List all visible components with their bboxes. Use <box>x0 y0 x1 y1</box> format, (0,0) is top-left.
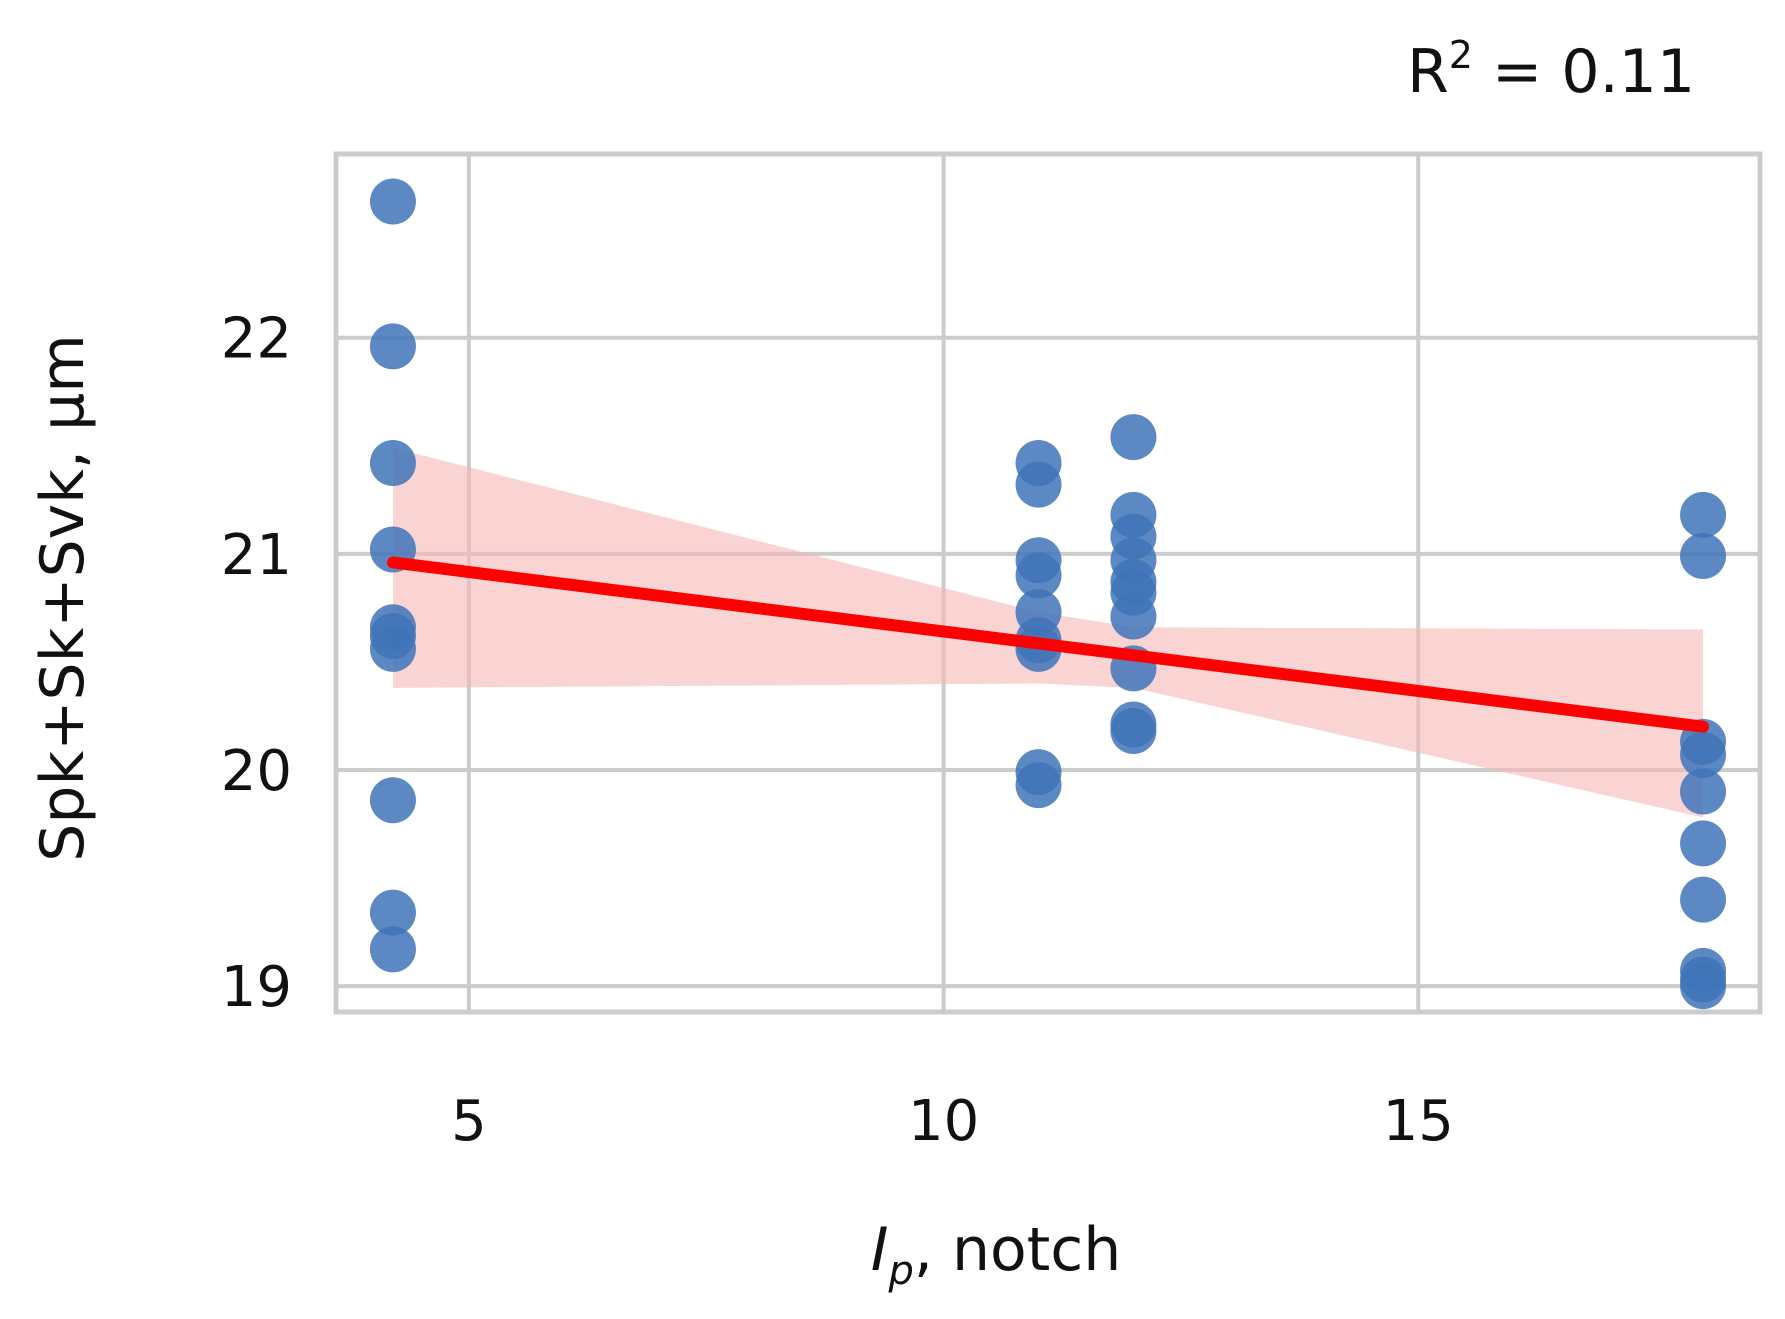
data-point <box>1680 491 1727 538</box>
y-tick-label: 22 <box>221 307 292 372</box>
data-point <box>1110 593 1157 640</box>
data-point <box>1680 768 1727 815</box>
data-point <box>1680 820 1727 867</box>
data-point <box>1680 876 1727 923</box>
regression-line <box>386 556 1710 733</box>
x-axis-label-symbol: I <box>871 1215 889 1285</box>
r-squared-annotation: R2 = 0.11 <box>1407 33 1695 107</box>
plot-frame <box>333 151 1763 1015</box>
data-point <box>369 178 416 225</box>
y-axis-label: Spk+Sk+Svk, μm <box>28 334 98 861</box>
tick-label-layer: 5 10 15 19 20 21 22 <box>221 307 1454 1154</box>
data-point <box>1680 532 1727 579</box>
x-axis-label-subscript: p <box>887 1248 913 1294</box>
x-tick-label: 5 <box>451 1089 487 1154</box>
data-point <box>369 889 416 936</box>
fit-line-layer <box>386 556 1710 733</box>
x-tick-label: 15 <box>1383 1089 1454 1154</box>
data-point <box>369 625 416 672</box>
data-point <box>369 926 416 973</box>
x-axis-label: Ip, notch <box>871 1215 1122 1294</box>
r-squared-superscript: 2 <box>1449 33 1473 77</box>
r-squared-value: = 0.11 <box>1473 37 1695 107</box>
data-point <box>1680 963 1727 1010</box>
data-point <box>1680 731 1727 778</box>
x-tick-label: 10 <box>908 1089 979 1154</box>
data-point <box>1110 708 1157 755</box>
data-point <box>1110 414 1157 461</box>
data-point <box>1015 552 1062 599</box>
y-tick-label: 21 <box>221 523 292 588</box>
plot-frame-layer <box>333 151 1763 1015</box>
data-point <box>369 777 416 824</box>
r-squared-r: R <box>1407 37 1449 107</box>
y-tick-label: 20 <box>221 739 292 804</box>
data-point <box>1015 762 1062 809</box>
y-tick-label: 19 <box>221 955 292 1020</box>
data-point <box>369 323 416 370</box>
x-axis-label-rest: , notch <box>914 1215 1121 1285</box>
data-point <box>369 440 416 487</box>
data-point <box>1015 461 1062 508</box>
